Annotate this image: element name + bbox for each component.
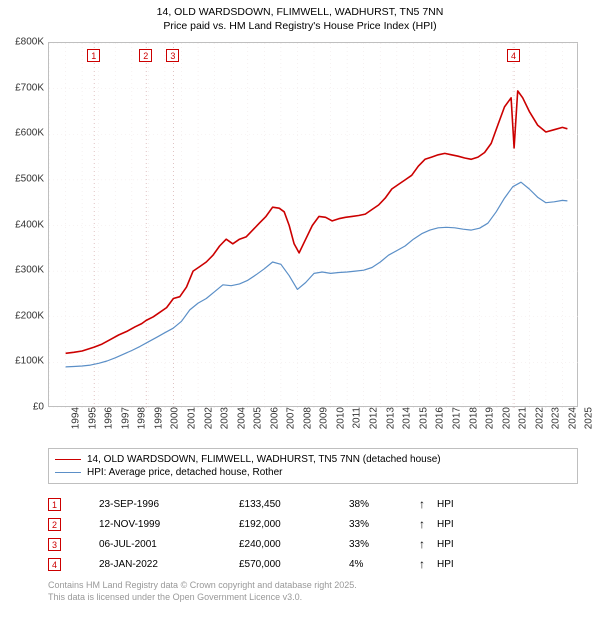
x-tick-label: 1997 (120, 407, 131, 429)
y-tick-label: £700K (15, 82, 44, 93)
tx-marker: 1 (48, 498, 61, 511)
transaction-row: 1 23-SEP-1996£133,45038%↑HPI (48, 494, 578, 514)
y-tick-label: £300K (15, 265, 44, 276)
tx-marker: 3 (48, 538, 61, 551)
tx-pct: 4% (349, 559, 419, 570)
x-tick-label: 1999 (153, 407, 164, 429)
chart-title: 14, OLD WARDSDOWN, FLIMWELL, WADHURST, T… (0, 0, 600, 37)
tx-hpi: HPI (437, 559, 477, 570)
footer-line1: Contains HM Land Registry data © Crown c… (48, 580, 578, 592)
legend-swatch-hpi (55, 472, 81, 473)
x-tick-label: 2011 (351, 407, 362, 429)
x-tick-label: 2020 (501, 407, 512, 429)
x-tick-label: 2004 (236, 407, 247, 429)
legend-label-hpi: HPI: Average price, detached house, Roth… (87, 467, 283, 478)
x-tick-label: 1995 (87, 407, 98, 429)
plot-svg (49, 43, 579, 408)
tx-marker: 2 (48, 518, 61, 531)
tx-date: 23-SEP-1996 (99, 499, 239, 510)
arrow-up-icon: ↑ (419, 517, 437, 531)
tx-hpi: HPI (437, 519, 477, 530)
y-tick-label: £200K (15, 310, 44, 321)
footer: Contains HM Land Registry data © Crown c… (48, 580, 578, 603)
arrow-up-icon: ↑ (419, 497, 437, 511)
x-tick-label: 1996 (103, 407, 114, 429)
tx-pct: 33% (349, 519, 419, 530)
tx-hpi: HPI (437, 539, 477, 550)
x-tick-label: 2006 (269, 407, 280, 429)
legend-swatch-property (55, 459, 81, 460)
x-tick-label: 1994 (70, 407, 81, 429)
tx-pct: 38% (349, 499, 419, 510)
x-tick-label: 2003 (219, 407, 230, 429)
transaction-row: 2 12-NOV-1999£192,00033%↑HPI (48, 514, 578, 534)
chart-marker: 3 (166, 49, 179, 62)
x-tick-label: 2013 (385, 407, 396, 429)
x-tick-label: 2024 (567, 407, 578, 429)
arrow-up-icon: ↑ (419, 537, 437, 551)
tx-hpi: HPI (437, 499, 477, 510)
x-tick-label: 1998 (137, 407, 148, 429)
chart-marker: 4 (507, 49, 520, 62)
arrow-up-icon: ↑ (419, 557, 437, 571)
x-tick-label: 2015 (418, 407, 429, 429)
x-tick-label: 2005 (252, 407, 263, 429)
tx-price: £133,450 (239, 499, 349, 510)
transaction-row: 3 06-JUL-2001£240,00033%↑HPI (48, 534, 578, 554)
transaction-table: 123-SEP-1996£133,45038%↑HPI212-NOV-1999£… (48, 494, 578, 574)
x-tick-label: 2000 (170, 407, 181, 429)
x-tick-label: 2018 (468, 407, 479, 429)
x-tick-label: 2022 (534, 407, 545, 429)
tx-price: £240,000 (239, 539, 349, 550)
x-tick-label: 2002 (203, 407, 214, 429)
y-tick-label: £400K (15, 219, 44, 230)
y-axis: £0£100K£200K£300K£400K£500K£600K£700K£80… (0, 42, 46, 407)
chart-marker: 1 (87, 49, 100, 62)
x-tick-label: 2001 (186, 407, 197, 429)
title-line2: Price paid vs. HM Land Registry's House … (0, 20, 600, 34)
tx-date: 06-JUL-2001 (99, 539, 239, 550)
y-tick-label: £600K (15, 128, 44, 139)
x-tick-label: 2009 (319, 407, 330, 429)
x-tick-label: 2010 (335, 407, 346, 429)
footer-line2: This data is licensed under the Open Gov… (48, 592, 578, 604)
x-tick-label: 2014 (402, 407, 413, 429)
chart-marker: 2 (139, 49, 152, 62)
legend: 14, OLD WARDSDOWN, FLIMWELL, WADHURST, T… (48, 448, 578, 484)
x-tick-label: 2023 (551, 407, 562, 429)
tx-date: 12-NOV-1999 (99, 519, 239, 530)
x-tick-label: 2025 (584, 407, 595, 429)
x-tick-label: 2019 (484, 407, 495, 429)
legend-label-property: 14, OLD WARDSDOWN, FLIMWELL, WADHURST, T… (87, 454, 441, 465)
x-tick-label: 2016 (435, 407, 446, 429)
tx-price: £570,000 (239, 559, 349, 570)
tx-date: 28-JAN-2022 (99, 559, 239, 570)
y-tick-label: £100K (15, 356, 44, 367)
title-line1: 14, OLD WARDSDOWN, FLIMWELL, WADHURST, T… (0, 6, 600, 20)
tx-price: £192,000 (239, 519, 349, 530)
x-axis: 1994199519961997199819992000200120022003… (48, 411, 578, 447)
tx-marker: 4 (48, 558, 61, 571)
x-tick-label: 2017 (451, 407, 462, 429)
x-tick-label: 2007 (286, 407, 297, 429)
legend-item-hpi: HPI: Average price, detached house, Roth… (55, 466, 571, 479)
x-tick-label: 2012 (368, 407, 379, 429)
y-tick-label: £500K (15, 173, 44, 184)
plot-area: 1 2 3 4 (48, 42, 578, 407)
legend-item-property: 14, OLD WARDSDOWN, FLIMWELL, WADHURST, T… (55, 453, 571, 466)
y-tick-label: £0 (33, 402, 44, 413)
x-tick-label: 2021 (517, 407, 528, 429)
y-tick-label: £800K (15, 37, 44, 48)
transaction-row: 4 28-JAN-2022£570,0004%↑HPI (48, 554, 578, 574)
tx-pct: 33% (349, 539, 419, 550)
x-tick-label: 2008 (302, 407, 313, 429)
chart-container: 14, OLD WARDSDOWN, FLIMWELL, WADHURST, T… (0, 0, 600, 620)
